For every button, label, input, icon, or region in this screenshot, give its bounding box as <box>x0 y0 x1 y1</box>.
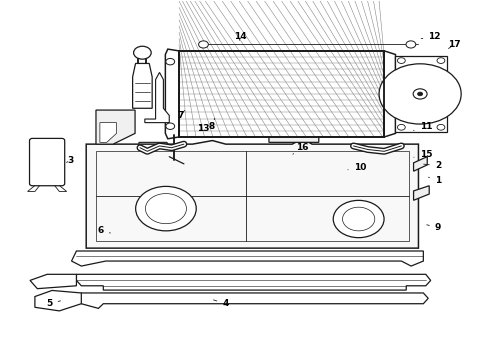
Polygon shape <box>384 51 395 137</box>
Polygon shape <box>425 68 437 92</box>
Circle shape <box>136 186 196 231</box>
Text: 8: 8 <box>209 118 215 131</box>
Text: 7: 7 <box>177 111 185 120</box>
Polygon shape <box>35 291 81 311</box>
Text: 17: 17 <box>448 40 461 49</box>
Bar <box>179 51 384 137</box>
Circle shape <box>413 89 427 99</box>
Circle shape <box>198 41 208 48</box>
Polygon shape <box>100 123 117 142</box>
Circle shape <box>166 123 174 130</box>
Polygon shape <box>416 98 436 120</box>
Text: 1: 1 <box>428 176 441 185</box>
Circle shape <box>343 207 375 231</box>
Polygon shape <box>165 49 179 139</box>
Polygon shape <box>139 142 174 191</box>
Circle shape <box>437 125 445 130</box>
Circle shape <box>166 58 174 65</box>
Text: 14: 14 <box>234 32 246 41</box>
Polygon shape <box>133 63 152 108</box>
Bar <box>179 51 384 137</box>
Circle shape <box>379 64 461 124</box>
Polygon shape <box>389 76 419 90</box>
Polygon shape <box>145 72 169 123</box>
Polygon shape <box>96 110 135 144</box>
Text: 6: 6 <box>98 226 110 235</box>
Text: 10: 10 <box>348 163 366 172</box>
Circle shape <box>437 58 445 63</box>
Polygon shape <box>27 184 40 192</box>
Polygon shape <box>414 186 429 200</box>
Circle shape <box>146 194 187 224</box>
Text: 2: 2 <box>424 161 441 170</box>
Text: 5: 5 <box>47 299 61 308</box>
Circle shape <box>417 92 422 96</box>
Text: 3: 3 <box>67 156 73 165</box>
Polygon shape <box>54 184 67 192</box>
Polygon shape <box>86 139 418 248</box>
Text: 13: 13 <box>197 123 210 132</box>
Circle shape <box>333 201 384 238</box>
Circle shape <box>134 46 151 59</box>
Polygon shape <box>389 93 414 112</box>
Circle shape <box>406 41 416 48</box>
Bar <box>395 56 447 132</box>
Polygon shape <box>414 157 427 171</box>
FancyBboxPatch shape <box>29 138 65 186</box>
Text: 9: 9 <box>427 223 441 232</box>
Text: 12: 12 <box>421 32 441 41</box>
Text: 11: 11 <box>414 122 432 131</box>
Polygon shape <box>30 274 76 289</box>
Text: 16: 16 <box>293 143 309 154</box>
Text: 4: 4 <box>214 299 229 308</box>
Text: 15: 15 <box>414 150 432 159</box>
Polygon shape <box>72 251 423 266</box>
Circle shape <box>397 125 405 130</box>
Polygon shape <box>424 90 456 101</box>
Polygon shape <box>76 274 431 290</box>
Polygon shape <box>76 293 428 309</box>
Polygon shape <box>269 128 319 142</box>
Circle shape <box>397 58 405 63</box>
